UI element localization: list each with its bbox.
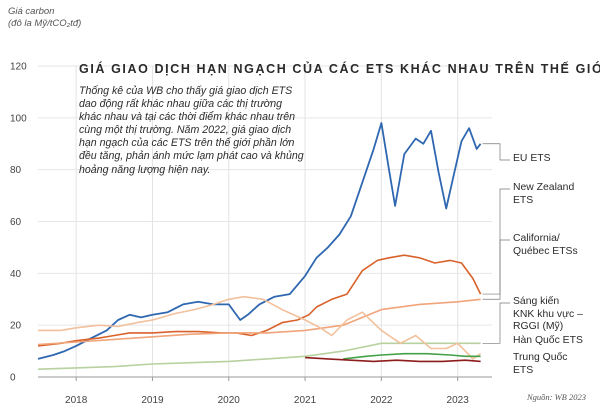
series-line-5 [343,352,481,360]
x-tick-label: 2023 [447,395,470,406]
intro-paragraph: Thống kê của WB cho thấy giá giao dịch E… [79,85,304,176]
y-axis-label-line1: Giá carbon [8,6,55,17]
series-line-6 [305,356,481,363]
series-line-3 [37,342,481,370]
y-tick-label: 60 [10,217,22,228]
chart-title: GIÁ GIAO DỊCH HẠN NGẠCH CỦA CÁC ETS KHÁC… [79,62,600,76]
x-tick-label: 2018 [65,395,88,406]
series-layer [37,122,482,370]
y-tick-label: 80 [10,165,22,176]
y-tick-label: 100 [10,113,27,124]
x-tick-label: 2020 [218,395,241,406]
series-label-3: Sáng kiến KNK khu vực – RGGI (Mỹ) [513,296,583,332]
series-label-4: Hàn Quốc ETS [513,335,583,346]
series-label-1: New Zealand ETS [513,182,575,206]
series-line-2 [37,298,481,346]
series-line-4 [38,295,482,360]
label-connector-2 [482,239,510,300]
source-note: Nguồn: WB 2023 [526,392,586,402]
label-connector-3 [482,302,510,344]
x-tick-label: 2021 [294,395,317,406]
y-tick-label: 20 [10,321,22,332]
series-line-1 [37,254,482,347]
series-label-2: California/Québec ETSs [513,233,578,257]
connector-layer [482,143,510,344]
y-axis-label-line2: (đô la Mỹ/tCO₂tđ) [8,18,82,29]
y-axis-label: Giá carbon (đô la Mỹ/tCO₂tđ) [8,6,81,30]
label-connector-1 [482,188,510,295]
x-tick-label: 2022 [370,395,393,406]
y-tick-label: 120 [10,62,27,73]
series-label-0: EU ETS [513,153,551,164]
axis-layer: 0 20 40 60 80 100 120 2018 2019 2020 2021 2022 2023 [10,62,492,406]
y-tick-label: 40 [10,269,22,280]
series-line-0 [37,122,482,360]
y-tick-label: 0 [10,373,16,384]
label-connector-0 [482,143,510,161]
x-tick-label: 2019 [141,395,164,406]
series-label-5: Trung Quốc ETS [513,352,568,376]
